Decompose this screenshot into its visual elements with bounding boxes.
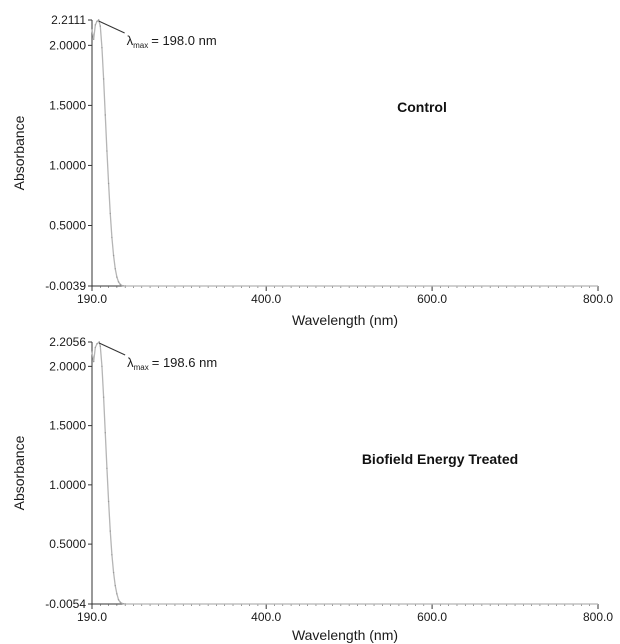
x-ticks: 190.0 400.0 600.0 800.0 [77, 286, 613, 306]
x-axis-title: Wavelength (nm) [292, 312, 398, 328]
data-point [94, 346, 97, 349]
data-point [124, 285, 126, 287]
y-tick-label: 2.0000 [49, 359, 86, 373]
treated-panel: Absorbance Wavelength (nm) Biofield Ener… [11, 335, 613, 643]
panel-label-treated: Biofield Energy Treated [362, 451, 518, 467]
y-tick-label: -0.0039 [45, 279, 86, 293]
lambda-max-annotation: λmax = 198.6 nm [98, 342, 217, 372]
y-tick-label: 2.2056 [49, 335, 86, 349]
annotation-label: λmax = 198.0 nm [127, 33, 217, 50]
annotation-label: λmax = 198.6 nm [127, 355, 217, 372]
data-point [101, 365, 103, 368]
annotation-subscript: max [134, 363, 149, 372]
annotation-symbol: λ [127, 355, 134, 370]
data-point [91, 29, 93, 31]
y-ticks: -0.0054 0.5000 1.0000 1.5000 2.0000 2.2056 [45, 335, 92, 611]
y-tick-label: 2.0000 [49, 38, 86, 52]
data-point [104, 114, 106, 116]
annotation-value: = 198.6 nm [152, 355, 217, 370]
data-point [101, 47, 103, 49]
data-point [106, 467, 108, 469]
y-tick-label: 1.5000 [49, 98, 86, 112]
data-point [96, 343, 98, 345]
annotation-value: = 198.0 nm [151, 33, 216, 48]
annotation-leader [98, 20, 125, 34]
data-point [94, 24, 97, 26]
annotation-subscript: max [133, 41, 148, 50]
data-point [106, 150, 108, 152]
y-tick-label: 0.5000 [49, 537, 86, 551]
y-tick-label: 0.5000 [49, 218, 86, 232]
data-point [102, 78, 105, 80]
data-point [122, 285, 125, 287]
y-ticks: -0.0039 0.5000 1.0000 1.5000 2.0000 2.2111 [45, 13, 92, 293]
annotation-symbol: λ [127, 33, 134, 48]
data-point [92, 38, 95, 41]
x-tick-label: 800.0 [583, 292, 613, 306]
data-point [114, 584, 116, 587]
x-tick-label: 600.0 [417, 292, 447, 306]
x-tick-label: 400.0 [251, 610, 281, 624]
data-point [124, 603, 126, 605]
data-point [117, 281, 120, 283]
data-point [122, 603, 125, 605]
control-panel: Absorbance Wavelength (nm) Control -0.00… [11, 13, 613, 328]
data-point [121, 284, 123, 287]
data-point [91, 351, 93, 353]
data-point [92, 360, 95, 363]
data-point [99, 25, 101, 27]
x-axis-title: Wavelength (nm) [292, 627, 398, 643]
lambda-max-annotation: λmax = 198.0 nm [98, 20, 217, 50]
data-point [96, 20, 98, 23]
panel-label-control: Control [397, 99, 447, 115]
data-point [104, 432, 106, 434]
y-tick-label: 1.5000 [49, 419, 86, 433]
data-point [117, 599, 120, 601]
data-point [109, 212, 111, 215]
y-axis-title: Absorbance [11, 435, 27, 510]
series [91, 18, 598, 287]
series-line [91, 18, 598, 287]
data-point [121, 602, 123, 605]
series-line [91, 340, 598, 605]
data-point [99, 345, 101, 347]
y-tick-label: 1.0000 [49, 478, 86, 492]
data-point [102, 396, 105, 398]
y-tick-label: 2.2111 [51, 13, 86, 27]
data-point [98, 341, 100, 343]
data-point [112, 571, 115, 574]
data-point [109, 530, 111, 532]
y-tick-label: 1.0000 [49, 158, 86, 172]
data-point [114, 268, 116, 270]
x-tick-label: 190.0 [77, 292, 107, 306]
x-ticks: 190.0 400.0 600.0 800.0 [77, 604, 613, 624]
x-tick-label: 800.0 [583, 610, 613, 624]
x-tick-label: 600.0 [417, 610, 447, 624]
data-point [111, 236, 113, 239]
data-point [111, 554, 113, 556]
y-axis-title: Absorbance [11, 115, 27, 190]
x-tick-label: 190.0 [77, 610, 107, 624]
data-point [116, 276, 118, 278]
y-tick-label: -0.0054 [45, 597, 86, 611]
data-point [97, 19, 100, 21]
data-point [119, 283, 121, 286]
data-point [112, 254, 115, 257]
data-point [119, 601, 121, 603]
data-point [116, 593, 118, 595]
data-point [107, 500, 110, 503]
x-tick-label: 400.0 [251, 292, 281, 306]
data-point [107, 182, 110, 185]
annotation-leader [98, 342, 126, 356]
series [91, 340, 598, 605]
